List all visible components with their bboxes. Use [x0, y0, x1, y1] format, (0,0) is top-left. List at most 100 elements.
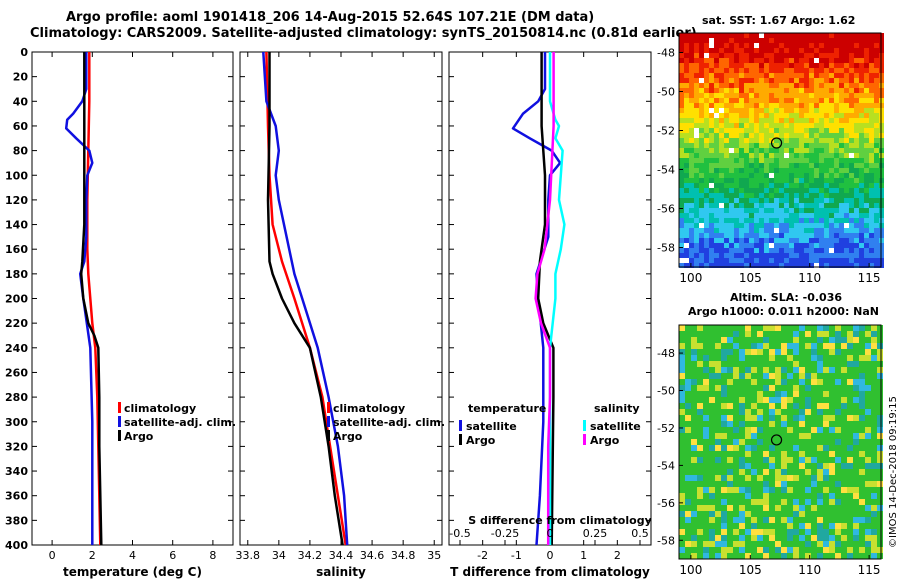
sla-cell — [817, 433, 823, 439]
sla-cell — [745, 391, 751, 397]
sla-cell — [829, 487, 835, 493]
ytick-label: 240 — [5, 342, 28, 355]
sla-cell — [865, 397, 871, 403]
sst-cell — [874, 258, 879, 263]
sst-cell — [844, 128, 849, 133]
sst-cell — [704, 108, 709, 113]
sla-cell — [709, 373, 715, 379]
sst-cell — [769, 248, 774, 253]
sla-cell — [691, 505, 697, 511]
sst-cell — [709, 228, 714, 233]
sst-cell — [704, 33, 709, 38]
sst-cell — [704, 153, 709, 158]
sla-cell — [823, 403, 829, 409]
sst-cell — [799, 203, 804, 208]
sal-legend-label: satellite-adj. clim. — [333, 416, 445, 429]
sst-cell — [784, 228, 789, 233]
sst-cell — [789, 108, 794, 113]
sst-cell — [779, 178, 784, 183]
sst-cell — [874, 238, 879, 243]
sst-cell — [694, 223, 699, 228]
sst-cell — [844, 123, 849, 128]
sla-cell — [865, 517, 871, 523]
sst-cell — [849, 38, 854, 43]
sla-cell — [679, 421, 685, 427]
sst-cell — [719, 48, 724, 53]
sst-cell — [709, 133, 714, 138]
sla-cell — [685, 547, 691, 553]
sst-cell — [869, 188, 874, 193]
sst-cell — [834, 183, 839, 188]
sst-cell — [734, 158, 739, 163]
sst-cell — [749, 88, 754, 93]
sla-cell — [757, 379, 763, 385]
sla-cell — [763, 463, 769, 469]
sst-cell — [819, 233, 824, 238]
sla-cell — [871, 367, 877, 373]
sla-cell — [721, 541, 727, 547]
sla-cell — [775, 475, 781, 481]
sst-cell — [834, 68, 839, 73]
sst-cell — [694, 83, 699, 88]
sst-cell — [684, 173, 689, 178]
sla-cell — [727, 469, 733, 475]
sla-cell — [847, 439, 853, 445]
sst-cell — [784, 143, 789, 148]
sst-cell — [714, 183, 719, 188]
sst-cell — [814, 263, 819, 268]
sst-cell — [764, 128, 769, 133]
sst-cell — [759, 108, 764, 113]
sla-cell — [847, 421, 853, 427]
sla-cell — [697, 331, 703, 337]
sst-cell — [834, 108, 839, 113]
sst-cell — [869, 248, 874, 253]
sla-cell — [751, 331, 757, 337]
sst-cell — [734, 48, 739, 53]
sla-cell — [859, 409, 865, 415]
sst-cell — [754, 113, 759, 118]
sst-cell — [819, 93, 824, 98]
sla-cell — [751, 439, 757, 445]
sla-cell — [763, 487, 769, 493]
sst-cell — [684, 43, 689, 48]
sst-cell — [864, 218, 869, 223]
sla-cell — [679, 349, 685, 355]
sla-cell — [745, 409, 751, 415]
sst-cell — [819, 133, 824, 138]
sla-cell — [859, 517, 865, 523]
sla-cell — [709, 343, 715, 349]
sla-cell — [715, 553, 721, 559]
sst-cell — [849, 68, 854, 73]
sst-cell — [759, 68, 764, 73]
sla-cell — [823, 493, 829, 499]
sst-cell — [769, 63, 774, 68]
sst-cell — [864, 158, 869, 163]
sst-cell — [864, 98, 869, 103]
sla-cell — [805, 331, 811, 337]
sla-cell — [781, 547, 787, 553]
sst-cell — [874, 223, 879, 228]
sla-cell — [859, 331, 865, 337]
sla-cell — [685, 379, 691, 385]
sla-cell — [805, 343, 811, 349]
sst-cell — [679, 163, 684, 168]
sla-cell — [853, 475, 859, 481]
sla-cell — [721, 391, 727, 397]
sst-cell — [684, 38, 689, 43]
sst-cell — [864, 263, 869, 268]
sst-cell — [719, 238, 724, 243]
sst-cell — [834, 258, 839, 263]
sla-cell — [781, 481, 787, 487]
sst-cell — [744, 38, 749, 43]
sst-cell — [714, 33, 719, 38]
sla-cell — [871, 469, 877, 475]
sla-cell — [751, 409, 757, 415]
sst-cell — [859, 113, 864, 118]
sst-cell — [774, 138, 779, 143]
sla-cell — [685, 433, 691, 439]
sla-cell — [877, 415, 883, 421]
sla-cell — [679, 373, 685, 379]
sst-cell — [754, 188, 759, 193]
sst-cell — [814, 108, 819, 113]
sst-cell — [704, 188, 709, 193]
